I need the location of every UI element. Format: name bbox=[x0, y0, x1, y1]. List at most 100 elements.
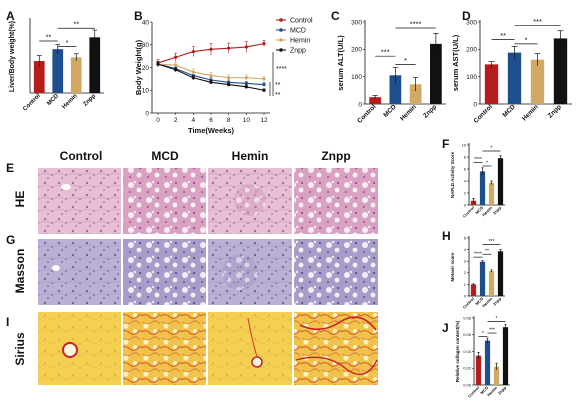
data-point-znpp bbox=[156, 62, 160, 66]
y-axis-label: Liver/Body weight(%) bbox=[9, 21, 16, 92]
y-axis-label: serum ALT(U/L) bbox=[336, 35, 345, 91]
x-tick-label: 12 bbox=[260, 117, 268, 124]
significance-label: **** bbox=[276, 66, 287, 73]
category-label: Hemin bbox=[61, 93, 78, 110]
category-label: MCD bbox=[479, 385, 489, 395]
significance-label: *** bbox=[381, 48, 390, 57]
collagen-septum bbox=[299, 316, 377, 331]
significance-label: * bbox=[496, 316, 498, 322]
y-tick-label: 10 bbox=[462, 142, 467, 147]
column-header-znpp: Znpp bbox=[321, 149, 350, 163]
panel-letter-h: H bbox=[442, 229, 451, 243]
data-point-mcd bbox=[244, 81, 248, 86]
collagen-septum bbox=[295, 356, 378, 376]
y-tick-label: 100 bbox=[351, 74, 362, 81]
panel-letter-e: E bbox=[6, 161, 14, 175]
data-point-hemin bbox=[227, 76, 231, 80]
bar-mcd bbox=[52, 49, 64, 93]
stain-row-labels: HE Masson Sirius bbox=[13, 191, 27, 366]
y-tick-label: 0 bbox=[464, 293, 467, 298]
bar-znpp bbox=[497, 251, 504, 296]
data-point-znpp bbox=[191, 76, 195, 80]
bar-znpp bbox=[430, 43, 442, 104]
micrograph-row-he bbox=[38, 168, 378, 234]
x-tick-label: 6 bbox=[209, 117, 213, 124]
micrograph-masson-mcd bbox=[123, 239, 206, 305]
bar-znpp bbox=[89, 37, 101, 93]
bar-znpp bbox=[497, 158, 504, 205]
y-tick-label: 0.00 bbox=[463, 382, 472, 387]
row-label-sirius: Sirius bbox=[13, 332, 27, 366]
bar-znpp bbox=[502, 327, 509, 385]
panel-letter-a: A bbox=[6, 9, 15, 23]
legend-swatch-dot bbox=[279, 18, 283, 22]
y-tick-label: 5 bbox=[464, 235, 467, 240]
data-point-control bbox=[262, 42, 266, 46]
data-point-mcd bbox=[227, 80, 231, 84]
bar-mcd bbox=[389, 75, 402, 104]
y-tick-label: 0 bbox=[358, 101, 362, 108]
category-label: Znpp bbox=[83, 93, 98, 108]
data-point-znpp bbox=[227, 82, 231, 87]
y-tick-label: 300 bbox=[351, 19, 362, 26]
significance-label: * bbox=[404, 56, 407, 65]
chart-liver-body-weight: Control MCD Hemin Znpp*****Liver/Body weigh… bbox=[9, 18, 104, 112]
row-label-he: HE bbox=[13, 191, 27, 208]
bar-hemin bbox=[530, 59, 545, 104]
category-label: Znpp bbox=[492, 205, 503, 216]
bar-hemin bbox=[70, 57, 82, 93]
y-axis-label: Relative collagen content(%) bbox=[455, 320, 460, 382]
bar-mcd bbox=[479, 171, 486, 205]
category-label: Hemin bbox=[521, 103, 540, 122]
y-tick-label: 2 bbox=[464, 270, 467, 275]
category-label: MCD bbox=[474, 296, 484, 306]
y-tick-label: 4 bbox=[464, 178, 467, 183]
x-tick-label: 0 bbox=[156, 117, 160, 124]
micrograph-column-headers: Control MCD Hemin Znpp bbox=[60, 149, 351, 163]
significance-label: * bbox=[482, 331, 484, 337]
data-point-znpp bbox=[209, 80, 213, 84]
data-point-hemin bbox=[209, 73, 213, 78]
y-tick-label: 40 bbox=[142, 19, 150, 26]
y-tick-label: 200 bbox=[466, 47, 477, 54]
category-label: MCD bbox=[382, 103, 398, 119]
bar-znpp bbox=[553, 38, 568, 104]
category-label: MCD bbox=[46, 93, 60, 107]
data-point-control bbox=[209, 47, 213, 51]
bar-mcd bbox=[507, 52, 522, 104]
y-tick-label: 0.02 bbox=[463, 366, 472, 371]
y-tick-label: 30 bbox=[142, 42, 150, 49]
micrograph-sirius-mcd bbox=[123, 312, 206, 385]
collagen-fiber bbox=[247, 317, 258, 358]
y-tick-label: 2 bbox=[464, 190, 467, 195]
data-point-control bbox=[244, 45, 248, 49]
bar-control bbox=[475, 355, 482, 385]
x-tick-label: 2 bbox=[174, 117, 178, 124]
panel-letter-f: F bbox=[442, 137, 449, 151]
category-label: MCD bbox=[501, 103, 517, 119]
significance-label: *** bbox=[533, 17, 542, 26]
bar-control bbox=[369, 97, 381, 104]
data-point-hemin bbox=[244, 76, 248, 80]
micrograph-masson-control bbox=[38, 239, 121, 305]
significance-label: **** bbox=[474, 157, 482, 163]
y-tick-label: 0 bbox=[464, 202, 467, 207]
central-vein bbox=[61, 184, 71, 190]
micrograph-sirius-znpp bbox=[294, 312, 378, 385]
y-tick-label: 6 bbox=[464, 166, 467, 171]
bar-control bbox=[470, 284, 477, 296]
y-tick-label: 0 bbox=[473, 101, 477, 108]
y-axis-label: Metavir score bbox=[450, 252, 455, 282]
data-point-znpp bbox=[262, 88, 266, 92]
legend-label: Hemin bbox=[290, 38, 310, 45]
panel-letter-c: C bbox=[331, 9, 340, 23]
data-point-hemin bbox=[191, 70, 195, 74]
significance-label: **** bbox=[474, 252, 482, 258]
significance-label: ** bbox=[74, 22, 80, 29]
legend-label: Control bbox=[290, 18, 313, 25]
bar-control bbox=[484, 64, 499, 104]
significance-label: ** bbox=[275, 82, 281, 89]
